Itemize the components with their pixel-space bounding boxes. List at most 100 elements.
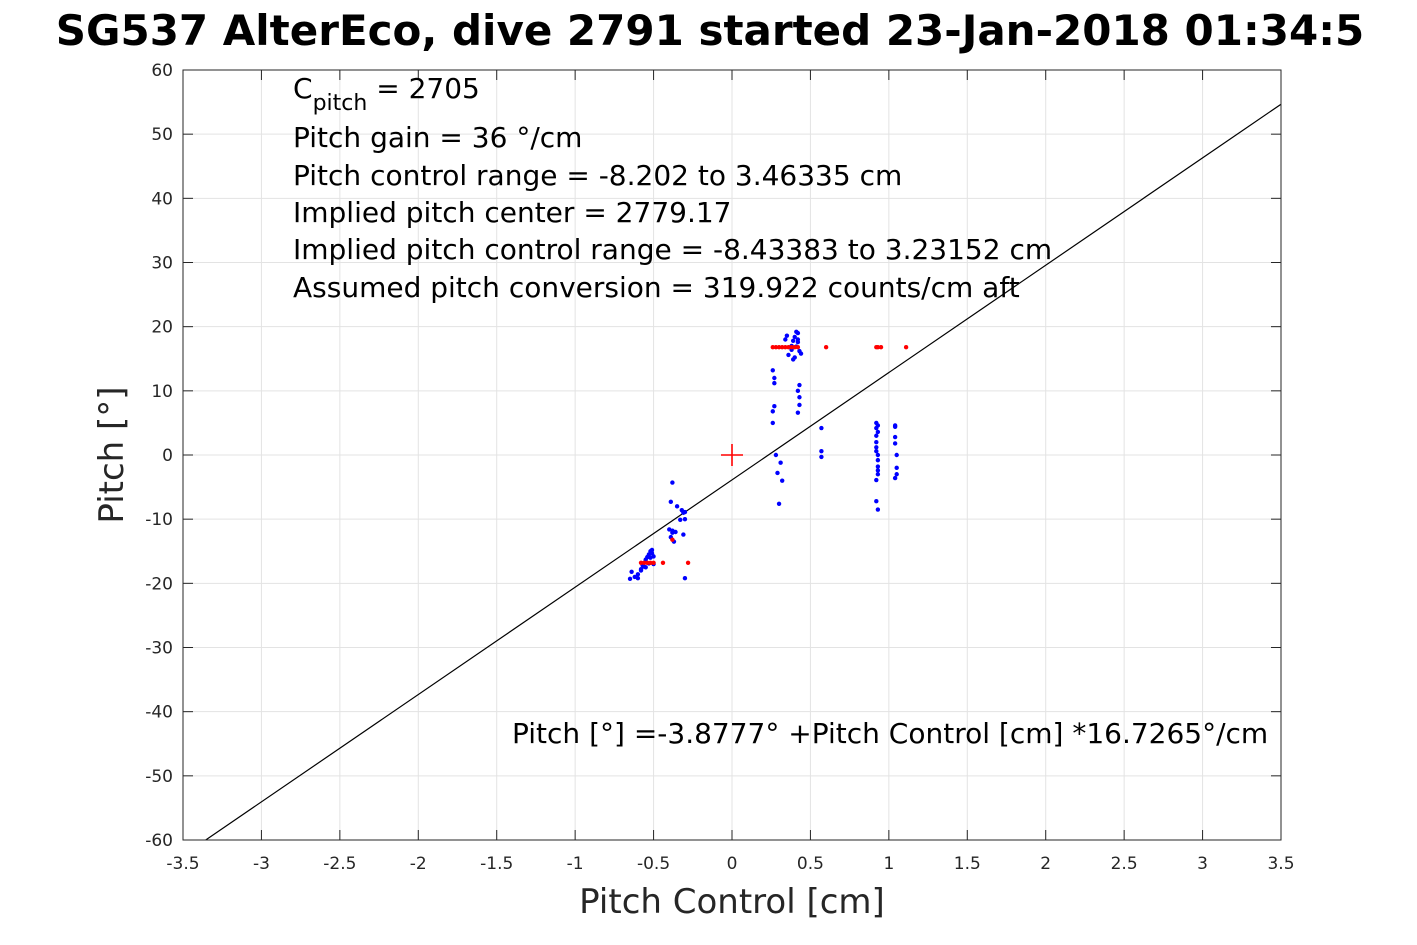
data-point bbox=[875, 468, 881, 473]
data-point bbox=[779, 478, 785, 483]
data-point bbox=[772, 404, 777, 409]
cpitch-value: = 2705 bbox=[367, 72, 480, 105]
x-tick-label: -2 bbox=[410, 854, 427, 874]
data-point bbox=[670, 528, 675, 533]
data-point bbox=[668, 499, 674, 505]
data-point bbox=[770, 368, 775, 373]
data-point bbox=[682, 516, 688, 522]
data-point bbox=[878, 345, 884, 350]
y-axis-ticks: -60 -50 -40 -30 -20 -10 0 10 20 30 40 50 60 bbox=[145, 61, 1281, 851]
data-point bbox=[894, 452, 899, 458]
data-point bbox=[627, 576, 633, 582]
x-tick-label: 1.5 bbox=[954, 854, 981, 874]
data-point bbox=[875, 464, 881, 469]
y-tick-label: -10 bbox=[145, 510, 173, 530]
data-point bbox=[819, 448, 824, 454]
data-point bbox=[797, 382, 802, 388]
data-point bbox=[795, 330, 801, 336]
data-point bbox=[775, 470, 780, 476]
data-point bbox=[670, 480, 675, 485]
data-point bbox=[795, 410, 801, 415]
data-point bbox=[892, 475, 898, 481]
y-tick-label: -30 bbox=[145, 639, 173, 659]
x-axis-label: Pitch Control [cm] bbox=[579, 882, 885, 922]
x-tick-label: 2 bbox=[1040, 854, 1051, 874]
implied-pitch-center-annotation: Implied pitch center = 2779.17 bbox=[293, 196, 731, 229]
data-point bbox=[892, 434, 898, 440]
data-point bbox=[875, 345, 881, 350]
data-point bbox=[790, 338, 796, 343]
data-point bbox=[798, 351, 804, 356]
data-point bbox=[892, 441, 898, 446]
x-axis-ticks: -3.5 -3 -2.5 -2 -1.5 -1 -0.5 0 0.5 1 1.5 2 2.5 3 3.5 bbox=[166, 70, 1295, 874]
data-point bbox=[770, 409, 775, 414]
data-point bbox=[648, 555, 653, 560]
x-tick-label: -1.5 bbox=[480, 854, 513, 874]
data-point bbox=[770, 420, 775, 426]
data-point bbox=[784, 333, 790, 338]
x-tick-label: -3 bbox=[253, 854, 270, 874]
data-point bbox=[660, 560, 666, 565]
data-point bbox=[819, 425, 824, 431]
x-tick-label: -1 bbox=[567, 854, 584, 874]
pitch-gain-annotation: Pitch gain = 36 °/cm bbox=[293, 121, 582, 154]
data-point bbox=[789, 345, 794, 350]
data-point bbox=[649, 547, 655, 553]
data-point bbox=[797, 402, 802, 408]
pitch-control-range-annotation: Pitch control range = -8.202 to 3.46335 … bbox=[293, 159, 902, 192]
data-point bbox=[678, 517, 683, 523]
fit-line bbox=[204, 103, 1281, 840]
data-point bbox=[874, 499, 879, 504]
data-point bbox=[795, 388, 801, 394]
y-tick-label: 10 bbox=[151, 382, 173, 402]
data-point bbox=[875, 472, 881, 477]
y-tick-label: 0 bbox=[162, 446, 173, 466]
cpitch-annotation: Cpitch = 2705 bbox=[293, 72, 480, 116]
x-tick-label: -2.5 bbox=[323, 854, 356, 874]
data-point bbox=[670, 537, 675, 542]
data-point bbox=[783, 345, 788, 350]
data-point bbox=[648, 560, 653, 565]
data-point bbox=[875, 452, 881, 458]
data-point bbox=[790, 357, 796, 362]
data-point bbox=[786, 352, 791, 358]
cpitch-main: C bbox=[293, 72, 313, 105]
data-point bbox=[770, 345, 775, 350]
data-point bbox=[776, 345, 782, 350]
data-point bbox=[894, 465, 899, 471]
data-point bbox=[681, 532, 686, 537]
data-point bbox=[903, 345, 909, 350]
data-point bbox=[773, 452, 779, 458]
data-point bbox=[682, 509, 688, 515]
x-tick-label: -3.5 bbox=[166, 854, 199, 874]
data-point bbox=[635, 572, 641, 577]
data-point bbox=[783, 337, 788, 342]
data-point bbox=[874, 448, 879, 454]
x-tick-label: 0.5 bbox=[797, 854, 824, 874]
x-tick-label: 3.5 bbox=[1267, 854, 1294, 874]
data-point bbox=[894, 472, 899, 477]
data-point bbox=[772, 375, 777, 381]
data-point bbox=[778, 460, 783, 465]
data-point bbox=[682, 576, 688, 581]
data-point bbox=[874, 439, 879, 445]
data-point bbox=[819, 454, 824, 460]
data-point bbox=[795, 337, 801, 342]
fit-equation-annotation: Pitch [°] =-3.8777° +Pitch Control [cm] … bbox=[512, 717, 1268, 750]
data-point bbox=[651, 560, 656, 565]
data-point bbox=[635, 576, 641, 581]
data-point bbox=[674, 504, 680, 509]
pitch-conversion-annotation: Assumed pitch conversion = 319.922 count… bbox=[293, 271, 1020, 304]
y-tick-label: 20 bbox=[151, 318, 173, 338]
data-point bbox=[892, 424, 898, 429]
data-point bbox=[795, 345, 801, 350]
y-tick-label: 40 bbox=[151, 189, 173, 209]
data-point bbox=[779, 345, 785, 350]
data-point bbox=[875, 423, 881, 428]
data-point bbox=[874, 477, 879, 483]
data-point bbox=[629, 569, 634, 574]
y-tick-label: -40 bbox=[145, 703, 173, 723]
chart-title: SG537 AlterEco, dive 2791 started 23-Jan… bbox=[56, 6, 1364, 55]
x-tick-label: 3 bbox=[1197, 854, 1208, 874]
x-tick-label: -0.5 bbox=[637, 854, 670, 874]
